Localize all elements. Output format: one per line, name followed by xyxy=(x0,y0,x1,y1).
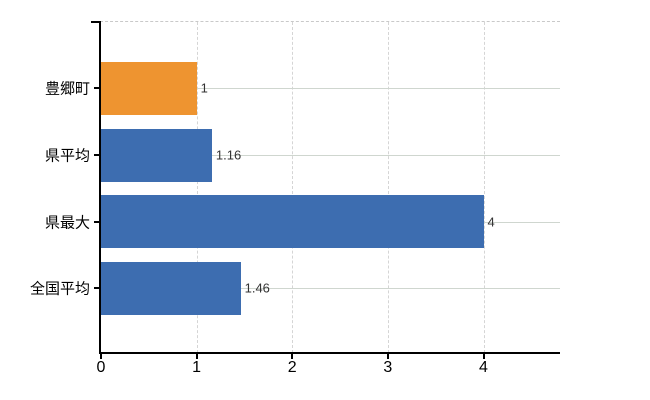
x-axis-tick xyxy=(291,354,294,359)
x-axis-tick xyxy=(386,354,389,359)
x-axis xyxy=(99,352,560,354)
bar xyxy=(101,195,484,249)
y-axis-tick xyxy=(94,220,100,223)
bar-value-label: 1 xyxy=(200,80,208,96)
category-label: 豊郷町 xyxy=(44,80,90,98)
x-axis-tick xyxy=(195,354,198,359)
category-label: 県最大 xyxy=(44,214,90,232)
x-tick-label: 1 xyxy=(192,359,202,376)
vertical-gridline xyxy=(483,22,485,353)
y-axis-tick xyxy=(94,87,100,90)
horizontal-gridline xyxy=(101,88,560,90)
y-axis xyxy=(99,21,101,353)
y-axis-tick xyxy=(94,154,100,157)
bar xyxy=(101,128,212,182)
horizontal-gridline xyxy=(101,288,560,290)
category-label: 県平均 xyxy=(44,147,90,165)
horizontal-gridline xyxy=(101,155,560,157)
y-axis-top-tick xyxy=(91,21,99,23)
x-tick-label: 0 xyxy=(96,359,106,376)
x-axis-tick xyxy=(100,354,102,359)
y-axis-tick xyxy=(94,287,100,290)
bar xyxy=(101,61,197,115)
bar-value-label: 1.16 xyxy=(215,147,242,163)
plot-top-border xyxy=(100,21,560,22)
bar-value-label: 1.46 xyxy=(244,280,270,296)
category-label: 全国平均 xyxy=(29,280,90,298)
bar xyxy=(101,261,241,315)
x-tick-label: 3 xyxy=(383,359,393,376)
vertical-gridline xyxy=(292,22,294,353)
x-tick-label: 2 xyxy=(287,359,297,376)
x-axis-tick xyxy=(482,354,485,359)
bar-value-label: 4 xyxy=(487,214,495,230)
vertical-gridline xyxy=(387,22,389,353)
x-tick-label: 4 xyxy=(479,359,488,376)
vertical-gridline xyxy=(196,22,198,353)
